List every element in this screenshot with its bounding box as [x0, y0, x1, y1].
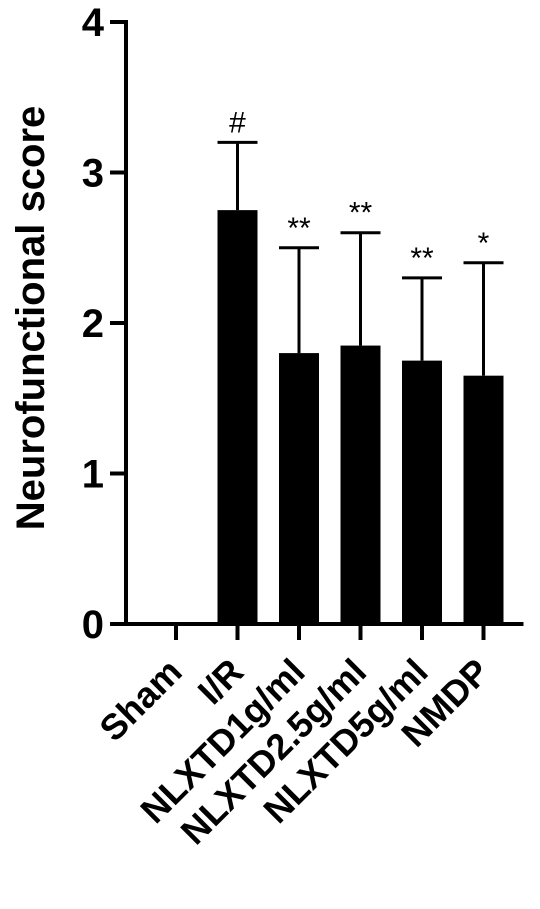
y-tick-label: 0: [82, 603, 104, 647]
y-axis-label: Neurofunctional score: [9, 106, 53, 531]
y-tick-label: 2: [82, 302, 104, 346]
significance-markers: #** **** *: [229, 106, 490, 274]
y-axis: 0 1 2 3 4: [82, 1, 128, 647]
y-tick-label: 3: [82, 152, 104, 196]
bar: [402, 360, 442, 624]
significance-marker: **: [287, 212, 311, 245]
y-tick-label: 1: [82, 453, 104, 497]
bar: [217, 210, 258, 624]
significance-marker: #: [229, 106, 246, 139]
x-tick-label: Sham: [91, 651, 189, 749]
bars: [217, 210, 504, 624]
significance-marker: **: [349, 197, 373, 230]
y-tick-label: 4: [82, 1, 105, 45]
significance-marker: *: [478, 227, 490, 260]
error-bars: [217, 140, 504, 376]
bar: [340, 345, 381, 624]
x-axis: Sham I/RNLXTD1g/mlNLXTD2.5g/mlNLXTD5g/mlN…: [91, 622, 524, 852]
significance-marker: **: [410, 242, 434, 275]
bar: [463, 375, 504, 624]
bar: [279, 353, 319, 624]
